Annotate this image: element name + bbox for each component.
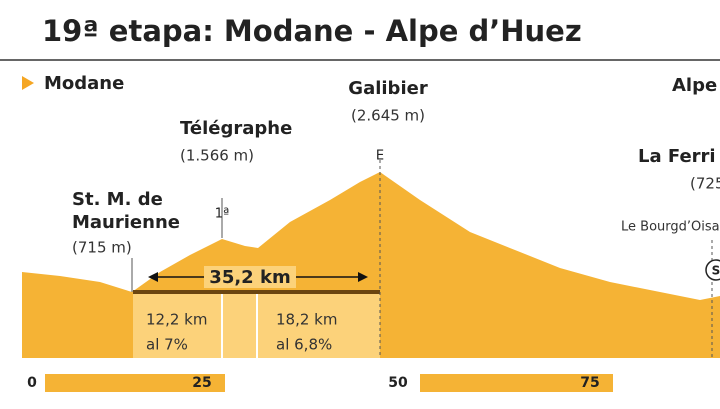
finish-name: Alpe bbox=[672, 75, 717, 96]
axis-band bbox=[420, 374, 613, 392]
section-gradient: al 6,8% bbox=[276, 336, 332, 354]
label-bg bbox=[204, 266, 296, 288]
section-distance: 12,2 km bbox=[146, 311, 207, 329]
km-label: 50 bbox=[388, 375, 408, 391]
km-label: 25 bbox=[192, 375, 211, 391]
title: 19ª etapa: Modane - Alpe d’Huez bbox=[42, 14, 582, 48]
altitude: (725 bbox=[690, 175, 720, 193]
place-name: La Ferri bbox=[638, 146, 716, 167]
section-gradient: al 7% bbox=[146, 336, 188, 354]
axis-band bbox=[45, 374, 225, 392]
place-name: St. M. de bbox=[72, 189, 163, 210]
start-name: Modane bbox=[44, 73, 124, 94]
marker bbox=[705, 259, 720, 281]
place-name: Maurienne bbox=[72, 212, 180, 233]
altitude: (2.645 m) bbox=[351, 107, 425, 125]
category: E bbox=[376, 149, 384, 164]
altitude: (1.566 m) bbox=[180, 147, 254, 165]
place-name: Galibier bbox=[348, 78, 428, 99]
start-arrow bbox=[22, 76, 34, 90]
category: 1ª bbox=[215, 207, 229, 222]
climb-total: 35,2 km bbox=[209, 267, 290, 288]
arrow-head bbox=[148, 272, 158, 282]
km-label: 75 bbox=[580, 375, 599, 391]
km-label: 0 bbox=[27, 375, 37, 391]
altitude: (715 m) bbox=[72, 239, 132, 257]
place-name: Le Bourgd’Oisans bbox=[621, 220, 720, 235]
marker-label: S bbox=[712, 264, 720, 278]
arrow-head bbox=[358, 272, 368, 282]
place-name: Télégraphe bbox=[180, 118, 292, 139]
section-distance: 18,2 km bbox=[276, 311, 337, 329]
